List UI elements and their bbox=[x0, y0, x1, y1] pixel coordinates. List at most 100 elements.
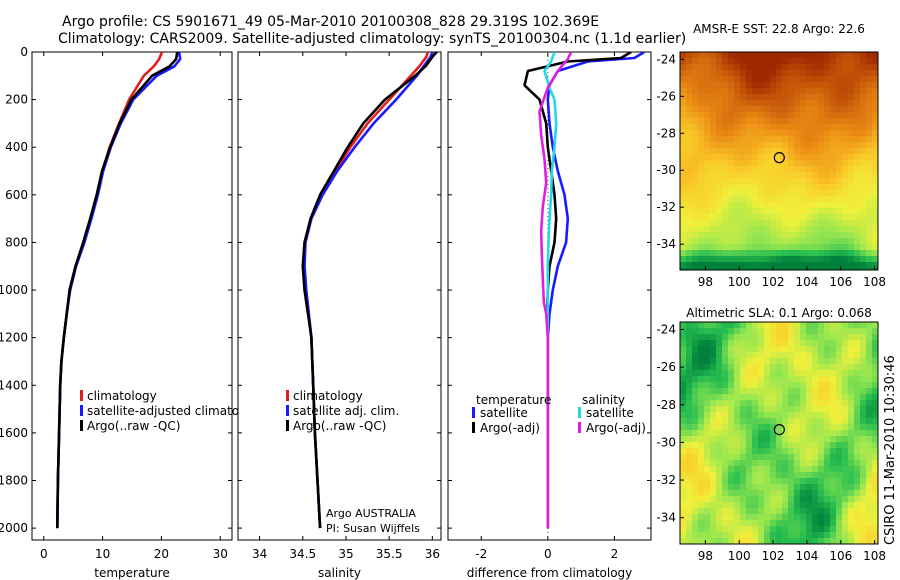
map-cell bbox=[836, 436, 842, 442]
map-cell bbox=[776, 154, 782, 160]
map-cell bbox=[692, 268, 698, 270]
map-cell bbox=[758, 178, 764, 184]
map-cell bbox=[836, 208, 842, 214]
map-cell bbox=[716, 460, 722, 466]
map-cell bbox=[692, 400, 698, 406]
map-cell bbox=[764, 160, 770, 166]
map-cell bbox=[824, 136, 830, 142]
map-cell bbox=[830, 388, 836, 394]
map-cell bbox=[740, 88, 746, 94]
map-cell bbox=[836, 196, 842, 202]
map-cell bbox=[710, 268, 716, 270]
map-cell bbox=[692, 88, 698, 94]
map-cell bbox=[818, 58, 824, 64]
map-cell bbox=[752, 352, 758, 358]
map-cell bbox=[794, 208, 800, 214]
map-cell bbox=[746, 358, 752, 364]
map-cell bbox=[842, 100, 848, 106]
map-cell bbox=[686, 322, 692, 328]
map-cell bbox=[704, 88, 710, 94]
map-cell bbox=[830, 370, 836, 376]
map-cell bbox=[824, 466, 830, 472]
legend-group-heading: temperature bbox=[476, 393, 551, 407]
map-cell bbox=[734, 412, 740, 418]
map-cell bbox=[842, 88, 848, 94]
map-cell bbox=[680, 268, 686, 270]
map-cell bbox=[800, 352, 806, 358]
map-cell bbox=[860, 244, 866, 250]
map-cell bbox=[788, 412, 794, 418]
map-cell bbox=[824, 514, 830, 520]
map-cell bbox=[698, 88, 704, 94]
map-cell bbox=[794, 394, 800, 400]
map-cell bbox=[770, 334, 776, 340]
map-cell bbox=[716, 226, 722, 232]
map-cell bbox=[824, 508, 830, 514]
map-cell bbox=[758, 442, 764, 448]
map-cell bbox=[776, 262, 782, 268]
map-cell bbox=[764, 58, 770, 64]
map-cell bbox=[698, 52, 704, 58]
map-cell bbox=[860, 112, 866, 118]
map-cell bbox=[710, 70, 716, 76]
map-cell bbox=[854, 52, 860, 58]
map-cell bbox=[872, 64, 878, 70]
map-cell bbox=[758, 244, 764, 250]
map-cell bbox=[830, 328, 836, 334]
map-cell bbox=[698, 460, 704, 466]
map-cell bbox=[842, 538, 848, 544]
map-cell bbox=[734, 388, 740, 394]
map-frame bbox=[679, 51, 879, 271]
map-cell bbox=[824, 160, 830, 166]
map-cell bbox=[728, 502, 734, 508]
map-cell bbox=[854, 106, 860, 112]
map-cell bbox=[746, 256, 752, 262]
legend-label: satellite adj. clim. bbox=[293, 404, 399, 418]
map-cell bbox=[728, 238, 734, 244]
map-cell bbox=[806, 184, 812, 190]
map-cell bbox=[746, 466, 752, 472]
map-cell bbox=[860, 400, 866, 406]
map-cell bbox=[770, 250, 776, 256]
map-cell bbox=[728, 436, 734, 442]
map-cell bbox=[806, 502, 812, 508]
map-cell bbox=[866, 388, 872, 394]
map-cell bbox=[764, 70, 770, 76]
map-cell bbox=[740, 532, 746, 538]
map-cell bbox=[800, 376, 806, 382]
map-cell bbox=[686, 328, 692, 334]
map-cell bbox=[710, 148, 716, 154]
map-cell bbox=[734, 64, 740, 70]
map-cell bbox=[740, 388, 746, 394]
salinity-profile-panel: 34 34.5 35 35.5 36salinityclimatologysatelli… bbox=[237, 51, 442, 580]
map-cell bbox=[716, 160, 722, 166]
map-cell bbox=[722, 322, 728, 328]
map-cell bbox=[710, 124, 716, 130]
map-title: Altimetric SLA: 0.1 Argo: 0.068 bbox=[686, 306, 871, 320]
map-cell bbox=[794, 184, 800, 190]
map-cell bbox=[806, 130, 812, 136]
map-cell bbox=[824, 520, 830, 526]
map-cell bbox=[836, 334, 842, 340]
map-cell bbox=[848, 262, 854, 268]
map-cell bbox=[698, 502, 704, 508]
map-cell bbox=[734, 376, 740, 382]
map-cell bbox=[866, 184, 872, 190]
map-cell bbox=[830, 538, 836, 544]
map-cell bbox=[740, 490, 746, 496]
map-cell bbox=[692, 460, 698, 466]
map-cell bbox=[722, 64, 728, 70]
map-cell bbox=[740, 58, 746, 64]
map-cell bbox=[716, 112, 722, 118]
map-cell bbox=[716, 262, 722, 268]
map-cell bbox=[758, 454, 764, 460]
map-cell bbox=[788, 148, 794, 154]
map-cell bbox=[680, 520, 686, 526]
map-cell bbox=[860, 82, 866, 88]
map-cell bbox=[716, 520, 722, 526]
map-cell bbox=[794, 490, 800, 496]
map-cell bbox=[692, 358, 698, 364]
map-cell bbox=[866, 220, 872, 226]
map-cell bbox=[740, 508, 746, 514]
map-cell bbox=[824, 478, 830, 484]
